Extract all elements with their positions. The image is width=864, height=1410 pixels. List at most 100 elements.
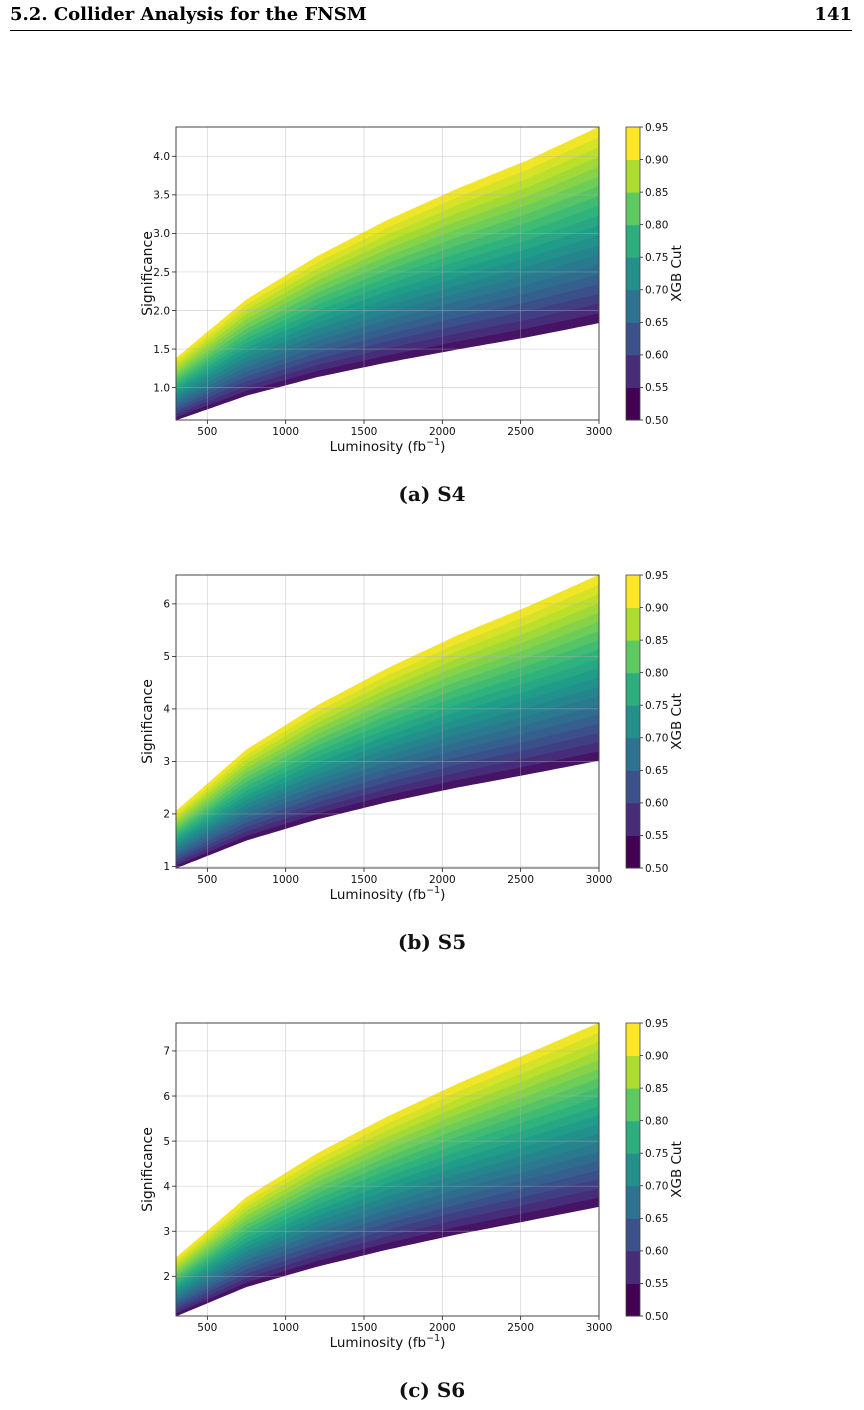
colorbar-tick-label: 0.90 [645, 1050, 668, 1062]
colorbar-tick-label: 0.65 [645, 317, 668, 329]
figure-caption-s4: (a) S4 [398, 482, 466, 506]
x-tick-label: 500 [197, 874, 217, 886]
colorbar-tick-label: 0.60 [645, 1246, 668, 1258]
y-tick-label: 4 [163, 704, 170, 716]
colorbar-tick-label: 0.95 [645, 122, 668, 134]
x-tick-label: 2500 [507, 874, 534, 886]
colorbar-segment [626, 640, 640, 674]
contour-bands [175, 126, 600, 421]
colorbar-tick-label: 0.60 [645, 798, 668, 810]
colorbar [626, 575, 640, 869]
y-tick-label: 5 [163, 651, 170, 663]
x-tick-label: 1500 [351, 426, 378, 438]
y-tick-label: 1.5 [153, 344, 170, 356]
y-tick-label: 3 [163, 1226, 170, 1238]
colorbar-segment [626, 159, 640, 193]
x-tick-label: 2500 [507, 1322, 534, 1334]
x-tick-label: 2000 [429, 426, 456, 438]
colorbar-segment [626, 1023, 640, 1057]
figure-s5-plot: 500 1000 1500 2000 2500 3000 1 2 3 4 5 6 Luminosity … [140, 570, 685, 903]
x-axis-label: Luminosity (fb−1) [330, 437, 446, 455]
colorbar-segment [626, 1218, 640, 1252]
x-tick-label: 1000 [272, 426, 299, 438]
colorbar-label: XGB Cut [669, 1141, 685, 1198]
colorbar-segment [626, 387, 640, 421]
grid [176, 575, 600, 868]
x-tick-label: 3000 [586, 1322, 613, 1334]
x-tick-label: 3000 [586, 874, 613, 886]
colorbar-tick-label: 0.80 [645, 1115, 668, 1127]
colorbar-segment [626, 257, 640, 291]
colorbar-tick-label: 0.65 [645, 1213, 668, 1225]
colorbar-tick-label: 0.55 [645, 382, 668, 394]
colorbar-segment [626, 705, 640, 739]
plot-frame [175, 574, 600, 869]
colorbar-tick-label: 0.95 [645, 570, 668, 582]
colorbar-tick-label: 0.70 [645, 1181, 668, 1193]
y-tick-label: 2 [163, 1271, 170, 1283]
contour-bands [175, 1022, 600, 1317]
colorbar-segment [626, 607, 640, 641]
x-tick-label: 2000 [429, 1322, 456, 1334]
plot-frame [175, 1022, 600, 1317]
colorbar-frame [625, 574, 641, 869]
y-tick-label: 3 [163, 756, 170, 768]
y-tick-label: 2 [163, 809, 170, 821]
x-axis-label: Luminosity (fb−1) [330, 885, 446, 903]
colorbar-segment [626, 1088, 640, 1122]
colorbar-tick-label: 0.95 [645, 1018, 668, 1030]
colorbar-segment [626, 1185, 640, 1219]
colorbar-tick-label: 0.75 [645, 252, 668, 264]
colorbar-label: XGB Cut [669, 245, 685, 302]
colorbar-tick-label: 0.90 [645, 602, 668, 614]
colorbar-segment [626, 127, 640, 161]
colorbar-tick-label: 0.85 [645, 635, 668, 647]
grid [176, 127, 600, 420]
x-tick-label: 1000 [272, 1322, 299, 1334]
plot-frame [175, 126, 600, 421]
page-number: 141 [814, 4, 852, 25]
colorbar-tick-label: 0.80 [645, 667, 668, 679]
x-tick-label: 1500 [351, 874, 378, 886]
y-tick-label: 1 [163, 861, 170, 873]
y-tick-label: 2.5 [153, 267, 170, 279]
colorbar-tick-label: 0.50 [645, 863, 668, 875]
section-title: 5.2. Collider Analysis for the FNSM [10, 4, 367, 25]
colorbar-tick-label: 0.90 [645, 154, 668, 166]
y-tick-label: 4 [163, 1181, 170, 1193]
colorbar-segment [626, 224, 640, 258]
x-tick-label: 2500 [507, 426, 534, 438]
colorbar-segment [626, 354, 640, 388]
colorbar-segment [626, 737, 640, 771]
colorbar-tick-label: 0.80 [645, 219, 668, 231]
colorbar-tick-label: 0.85 [645, 1083, 668, 1095]
colorbar [626, 1023, 640, 1317]
colorbar-segment [626, 322, 640, 356]
y-axis-label: Significance [140, 679, 156, 764]
figure-caption-s6: (c) S6 [398, 1378, 466, 1402]
x-tick-label: 500 [197, 426, 217, 438]
y-tick-label: 3.5 [153, 190, 170, 202]
y-tick-label: 6 [163, 1091, 170, 1103]
colorbar-frame [625, 1022, 641, 1317]
x-tick-label: 1500 [351, 1322, 378, 1334]
colorbar-tick-label: 0.75 [645, 1148, 668, 1160]
colorbar-segment [626, 1153, 640, 1187]
x-tick-label: 2000 [429, 874, 456, 886]
y-tick-label: 1.0 [153, 382, 170, 394]
colorbar-tick-label: 0.70 [645, 285, 668, 297]
page-header: 5.2. Collider Analysis for the FNSM 141 [10, 0, 852, 31]
colorbar-tick-label: 0.75 [645, 700, 668, 712]
y-axis-label: Significance [140, 1127, 156, 1212]
x-tick-label: 500 [197, 1322, 217, 1334]
y-tick-label: 4.0 [153, 151, 170, 163]
y-tick-label: 6 [163, 599, 170, 611]
y-tick-label: 5 [163, 1136, 170, 1148]
colorbar-segment [626, 802, 640, 836]
figure-caption-s5: (b) S5 [397, 930, 467, 954]
colorbar-frame [625, 126, 641, 421]
x-tick-label: 3000 [586, 426, 613, 438]
colorbar-tick-label: 0.65 [645, 765, 668, 777]
colorbar-tick-label: 0.85 [645, 187, 668, 199]
colorbar-segment [626, 835, 640, 869]
